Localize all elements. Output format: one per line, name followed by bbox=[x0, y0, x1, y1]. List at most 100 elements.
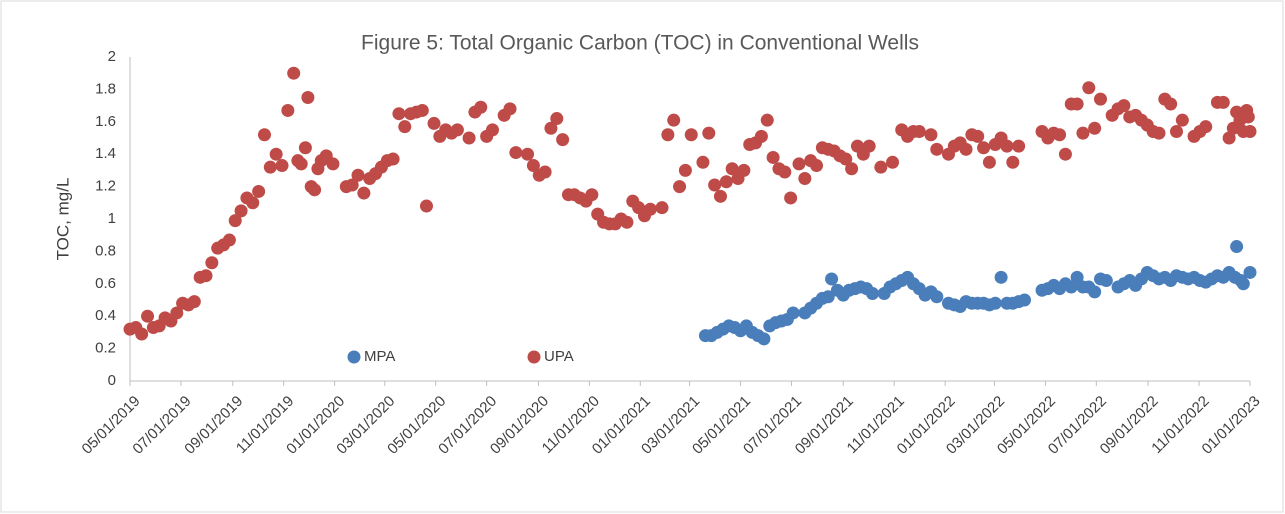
y-tick-label: 0.6 bbox=[95, 275, 116, 292]
data-point bbox=[725, 162, 739, 176]
data-point bbox=[1093, 92, 1107, 106]
data-point bbox=[862, 139, 876, 153]
data-point bbox=[886, 155, 900, 169]
data-point bbox=[228, 214, 242, 228]
data-point bbox=[1000, 139, 1014, 153]
data-point bbox=[1088, 121, 1102, 135]
data-point bbox=[737, 163, 751, 177]
data-point bbox=[326, 157, 340, 171]
legend-marker bbox=[347, 350, 361, 364]
data-point bbox=[1243, 125, 1257, 139]
data-point bbox=[1082, 81, 1096, 95]
data-point bbox=[392, 107, 406, 121]
legend-label: MPA bbox=[364, 348, 395, 365]
data-point bbox=[994, 270, 1008, 284]
data-point bbox=[661, 128, 675, 142]
data-point bbox=[1012, 139, 1026, 153]
data-point bbox=[287, 66, 301, 80]
data-point bbox=[252, 184, 266, 198]
data-point bbox=[415, 103, 429, 117]
data-point bbox=[1088, 285, 1102, 299]
data-point bbox=[281, 103, 295, 117]
data-point bbox=[509, 146, 523, 160]
data-point bbox=[308, 183, 322, 197]
data-point bbox=[930, 290, 944, 304]
data-point bbox=[269, 147, 283, 161]
y-tick-label: 0.2 bbox=[95, 340, 116, 357]
data-point bbox=[678, 163, 692, 177]
data-point bbox=[1199, 120, 1213, 134]
data-point bbox=[977, 141, 991, 155]
data-point bbox=[719, 175, 733, 189]
y-tick-label: 1.4 bbox=[95, 145, 116, 162]
data-point bbox=[684, 128, 698, 142]
data-point bbox=[930, 142, 944, 156]
data-point bbox=[398, 120, 412, 134]
data-point bbox=[550, 112, 564, 126]
y-tick-label: 1.6 bbox=[95, 113, 116, 130]
legend-label: UPA bbox=[544, 348, 574, 365]
data-point bbox=[1117, 99, 1131, 113]
data-point bbox=[1241, 110, 1255, 124]
data-point bbox=[222, 233, 236, 247]
chart-title: Figure 5: Total Organic Carbon (TOC) in … bbox=[361, 32, 919, 55]
data-point bbox=[427, 116, 441, 130]
y-tick-label: 1 bbox=[108, 210, 116, 227]
data-point bbox=[419, 199, 433, 213]
data-point bbox=[1216, 95, 1230, 109]
data-point bbox=[865, 287, 879, 301]
data-point bbox=[1058, 147, 1072, 161]
data-point bbox=[301, 91, 315, 104]
data-point bbox=[821, 290, 835, 304]
data-point bbox=[845, 162, 859, 176]
data-point bbox=[982, 155, 996, 169]
data-point bbox=[585, 188, 599, 202]
data-point bbox=[1230, 240, 1244, 254]
data-point bbox=[526, 159, 540, 173]
data-point bbox=[1222, 131, 1236, 145]
data-point bbox=[474, 100, 488, 114]
data-point bbox=[1152, 126, 1166, 140]
data-point bbox=[1006, 155, 1020, 169]
data-point bbox=[702, 126, 716, 140]
y-tick-label: 2 bbox=[108, 48, 116, 65]
y-axis-label: TOC, mg/L bbox=[53, 178, 72, 261]
data-point bbox=[1076, 126, 1090, 140]
data-point bbox=[924, 128, 938, 142]
data-point bbox=[798, 172, 812, 185]
data-point bbox=[275, 159, 289, 173]
data-point bbox=[792, 157, 806, 171]
data-point bbox=[912, 125, 926, 139]
data-point bbox=[1164, 97, 1178, 111]
data-point bbox=[1064, 280, 1078, 294]
data-point bbox=[971, 129, 985, 143]
data-point bbox=[345, 178, 359, 192]
data-point bbox=[1070, 97, 1084, 111]
data-point bbox=[786, 306, 800, 320]
data-point bbox=[1175, 113, 1189, 127]
data-point bbox=[556, 133, 570, 147]
data-point bbox=[205, 256, 219, 270]
data-point bbox=[170, 306, 184, 320]
data-point bbox=[538, 165, 552, 179]
data-point bbox=[521, 147, 535, 161]
data-point bbox=[673, 180, 687, 194]
data-point bbox=[263, 160, 277, 174]
data-point bbox=[959, 142, 973, 156]
legend-marker bbox=[527, 350, 541, 364]
data-point bbox=[839, 152, 853, 166]
data-point bbox=[1170, 125, 1184, 139]
data-point bbox=[450, 123, 464, 137]
data-point bbox=[757, 332, 771, 346]
y-tick-label: 0.8 bbox=[95, 242, 116, 259]
y-tick-label: 1.2 bbox=[95, 178, 116, 195]
data-point bbox=[620, 215, 634, 229]
data-point bbox=[754, 129, 768, 143]
y-tick-label: 1.8 bbox=[95, 80, 116, 97]
data-point bbox=[462, 131, 476, 145]
data-point bbox=[667, 113, 681, 127]
data-point bbox=[199, 269, 213, 283]
y-tick-label: 0.4 bbox=[95, 307, 116, 324]
